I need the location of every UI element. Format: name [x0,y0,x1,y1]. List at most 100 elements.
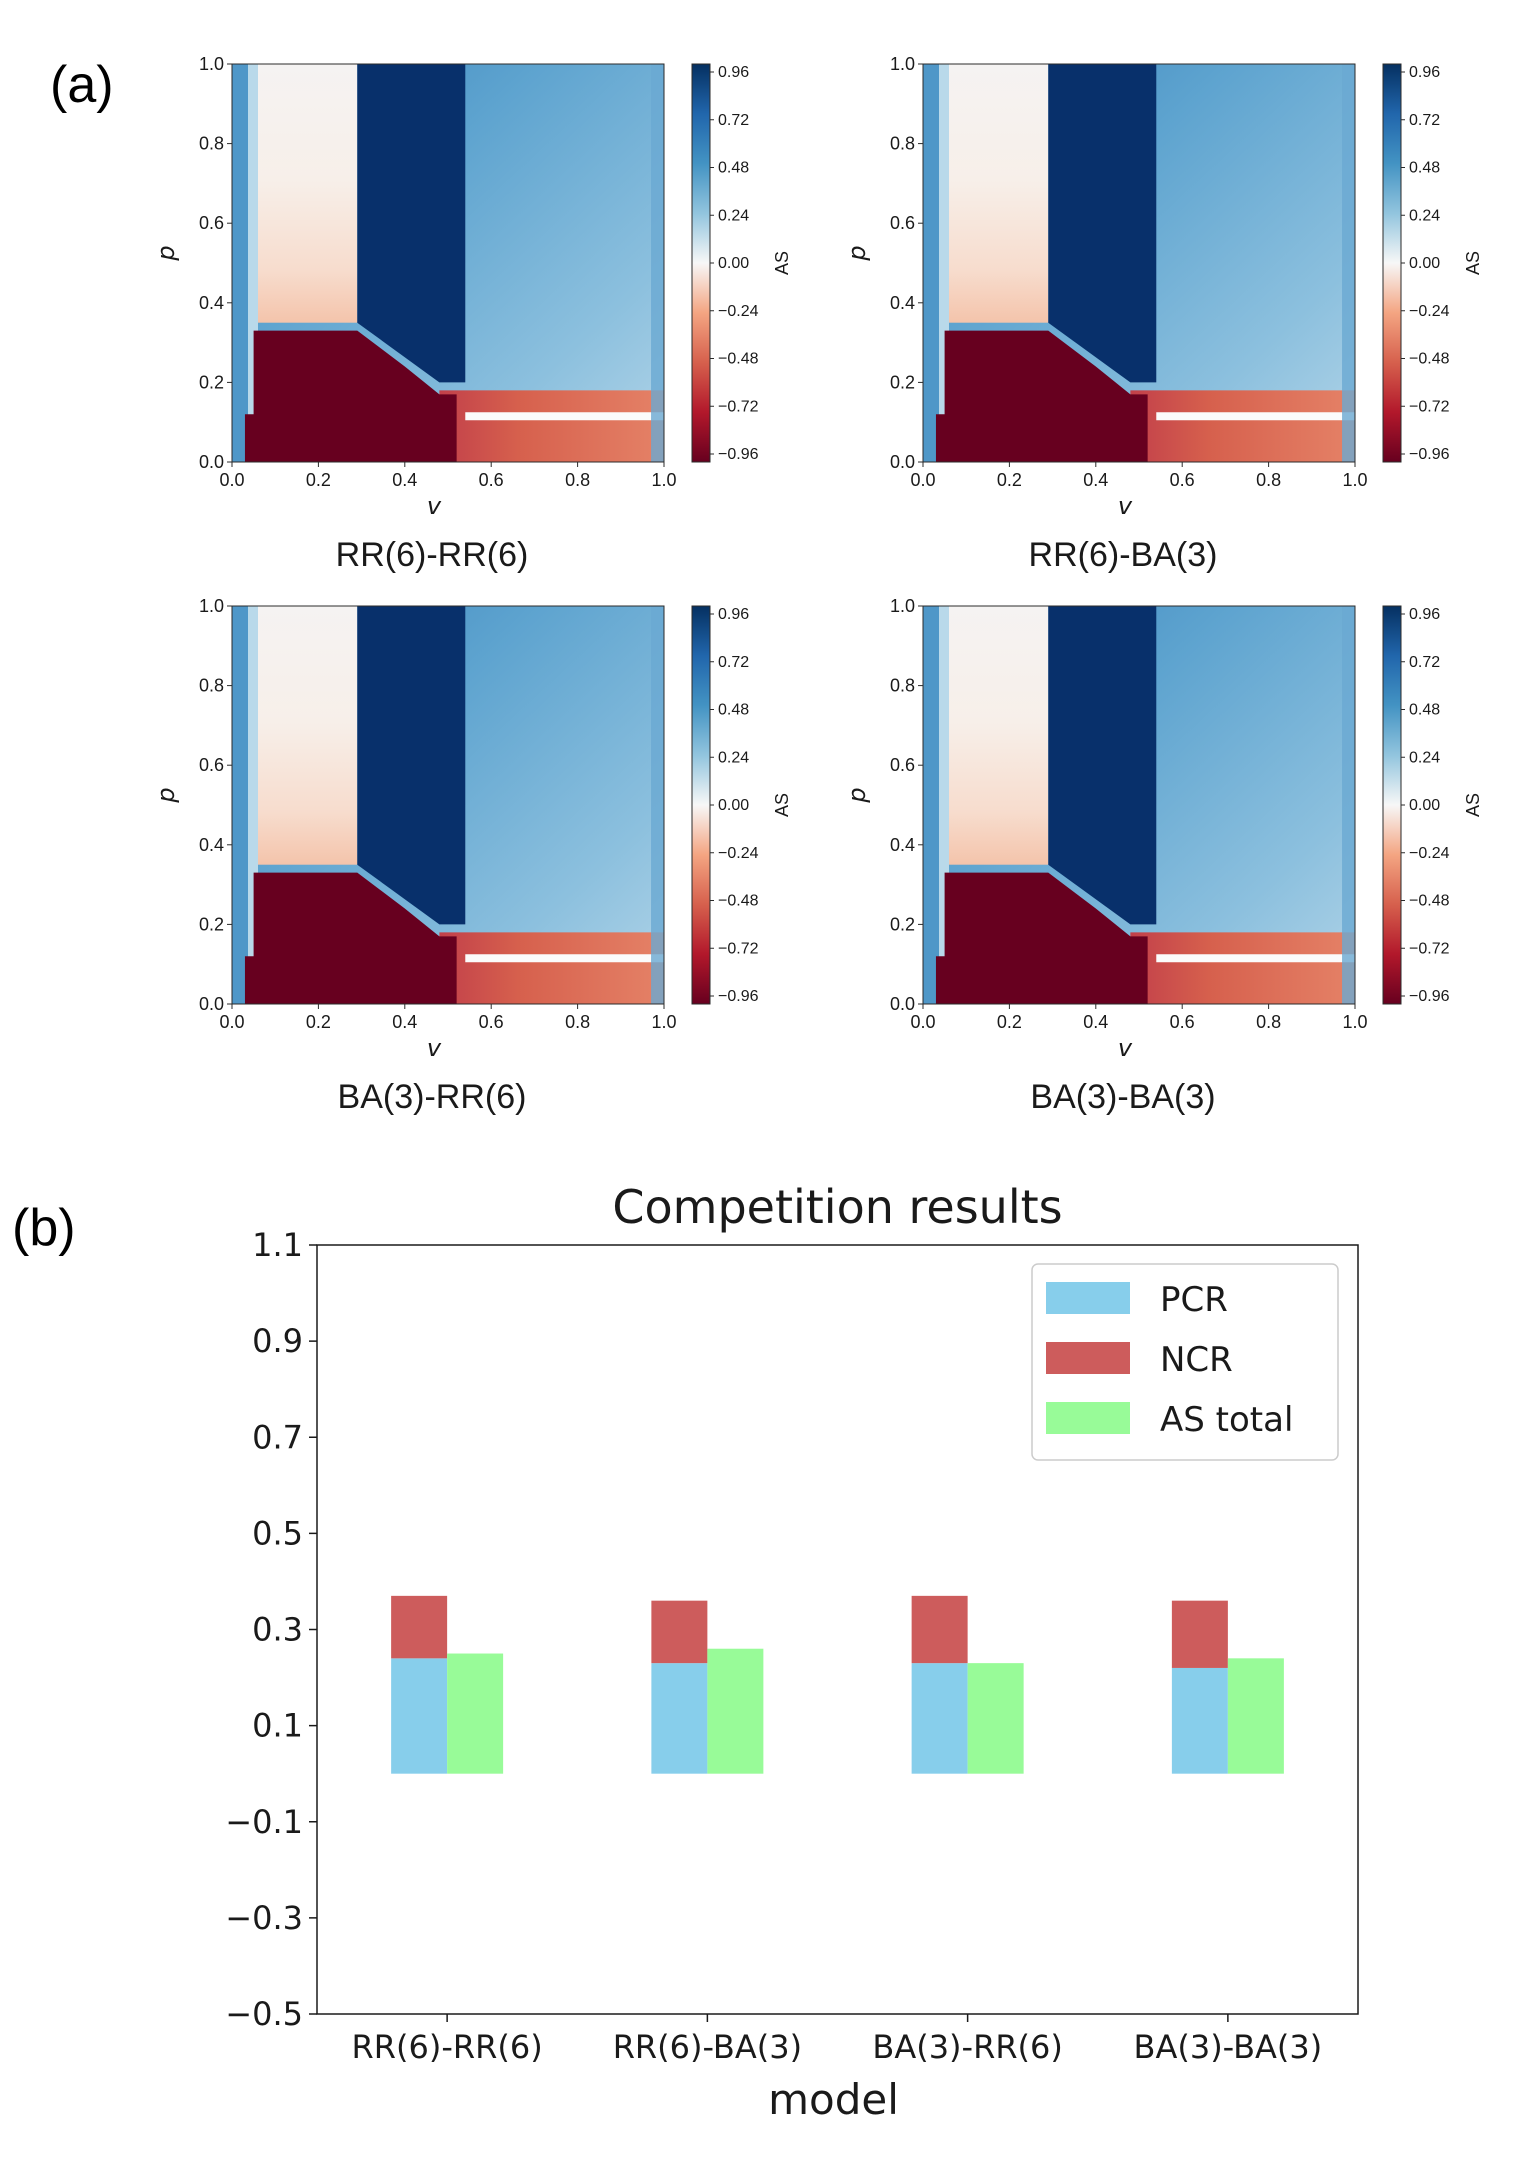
x-tick-label: RR(6)-RR(6) [352,2028,543,2066]
x-tick-label: 0.0 [219,470,244,490]
x-tick-label: BA(3)-RR(6) [872,2028,1063,2066]
x-tick-label: 0.8 [1256,1012,1281,1032]
heatmap-left-edge-fade [248,606,258,1004]
colorbar-tick-label: −0.24 [1409,303,1450,320]
heatmap-region-strong-negative [244,872,457,1004]
heatmap-left-edge-band [232,64,248,462]
colorbar-tick-label: 0.00 [718,255,749,272]
heatmap-4: 0.0 0.2 0.4 0.6 0.8 1.0 0.0 0.2 0.4 0.6 0.8 1.0 v p 0.… [843,596,1483,1116]
colorbar [1382,605,1402,1005]
colorbar-tick-label: −0.48 [718,351,759,368]
x-axis-label: v [427,1034,442,1062]
colorbar-tick-label: 0.96 [1409,606,1440,623]
legend-swatch [1046,1282,1130,1314]
y-axis-label: p [152,245,180,261]
bar-ncr [391,1595,448,1659]
heatmap-boundary-line [1156,412,1355,421]
x-tick-label: RR(6)-BA(3) [613,2028,802,2066]
heatmap-frame [231,63,665,463]
colorbar-tick-label: 0.00 [1409,255,1440,272]
y-axis-label: p [843,787,871,803]
colorbar-tick-label: −0.24 [1409,845,1450,862]
colorbar-tick-label: 0.24 [1409,207,1440,224]
y-tick-label: 0.9 [252,1322,303,1360]
colorbar [1382,63,1402,463]
heatmap-region-strong-negative [935,872,1148,1004]
x-tick-label: 1.0 [1342,470,1367,490]
y-tick-label: 0.2 [890,372,915,392]
heatmap-boundary-line [1156,954,1355,963]
heatmap-caption: RR(6)-BA(3) [1029,536,1218,574]
heatmap-left-edge-band [923,64,939,462]
x-tick-label: 0.6 [1170,470,1195,490]
x-tick-label: 0.0 [910,470,935,490]
legend-entry: NCR [1160,1340,1233,1380]
colorbar-label: AS [772,793,792,817]
y-tick-label: −0.1 [225,1803,303,1841]
x-tick-label: 0.4 [392,470,417,490]
x-tick-label: 0.8 [1256,470,1281,490]
heatmap-left-edge-fade [939,64,949,462]
heatmap-caption: BA(3)-BA(3) [1030,1078,1215,1116]
y-tick-label: 0.0 [890,994,915,1014]
bar-pcr [1171,1667,1228,1774]
colorbar-tick-label: 0.96 [718,64,749,81]
colorbar-tick-label: 0.72 [718,654,749,671]
y-tick-label: 1.0 [890,54,915,74]
heatmap-region-moderate-negative [439,390,664,462]
bar-as-total [1227,1658,1284,1774]
heatmap-left-edge-band [923,606,939,1004]
colorbar-label: AS [1463,793,1483,817]
colorbar-tick-label: 0.48 [1409,702,1440,719]
heatmap-right-edge-band [651,64,664,462]
x-tick-label: 0.2 [997,470,1022,490]
y-tick-label: 0.7 [252,1418,303,1456]
x-tick-label: 0.0 [219,1012,244,1032]
chart-title: Competition results [612,1180,1062,1234]
bar-as-total [707,1648,764,1774]
y-tick-label: −0.5 [225,1995,303,2033]
colorbar-label: AS [1463,251,1483,275]
colorbar-tick-label: −0.24 [718,303,759,320]
y-tick-label: 0.6 [199,213,224,233]
x-tick-label: 0.4 [392,1012,417,1032]
y-tick-label: 0.8 [199,134,224,154]
y-tick-label: 0.0 [890,452,915,472]
y-tick-label: 0.4 [199,835,224,855]
x-tick-label: 0.0 [910,1012,935,1032]
competition-bar-chart: −0.5 −0.3 −0.1 0.1 0.3 0.5 0.7 0.9 1.1 RR(6)-RR(6… [225,1180,1359,2124]
legend-swatch [1046,1342,1130,1374]
colorbar-tick-label: −0.48 [1409,893,1450,910]
legend-swatch [1046,1402,1130,1434]
colorbar [691,605,711,1005]
colorbar-tick-label: 0.48 [718,702,749,719]
y-tick-label: −0.3 [225,1899,303,1937]
colorbar-tick-label: −0.72 [1409,398,1450,415]
y-tick-label: 0.5 [252,1514,303,1552]
colorbar-tick-label: −0.48 [718,893,759,910]
y-tick-label: 0.4 [890,293,915,313]
x-tick-label: 1.0 [1342,1012,1367,1032]
colorbar-tick-label: 0.00 [718,797,749,814]
y-axis-label: p [152,787,180,803]
heatmap-region-moderate-negative [1130,932,1355,1004]
panel-label-b: (b) [12,1199,76,1257]
y-tick-label: 0.6 [890,755,915,775]
colorbar-tick-label: −0.72 [1409,940,1450,957]
heatmap-region-moderate-negative [439,932,664,1004]
heatmap-region-strong-positive [357,606,466,925]
x-tick-label: 1.0 [651,1012,676,1032]
colorbar-tick-label: 0.24 [718,749,749,766]
x-tick-label: 0.6 [479,470,504,490]
x-tick-label: 0.6 [1170,1012,1195,1032]
colorbar-tick-label: 0.48 [1409,160,1440,177]
heatmap-left-edge-fade [939,606,949,1004]
colorbar-tick-label: 0.96 [1409,64,1440,81]
colorbar-tick-label: 0.96 [718,606,749,623]
heatmap-left-edge-band [232,606,248,1004]
y-tick-label: 0.0 [199,452,224,472]
y-tick-label: 0.8 [890,134,915,154]
panel-label-a: (a) [50,56,114,114]
x-tick-label: BA(3)-BA(3) [1134,2028,1323,2066]
